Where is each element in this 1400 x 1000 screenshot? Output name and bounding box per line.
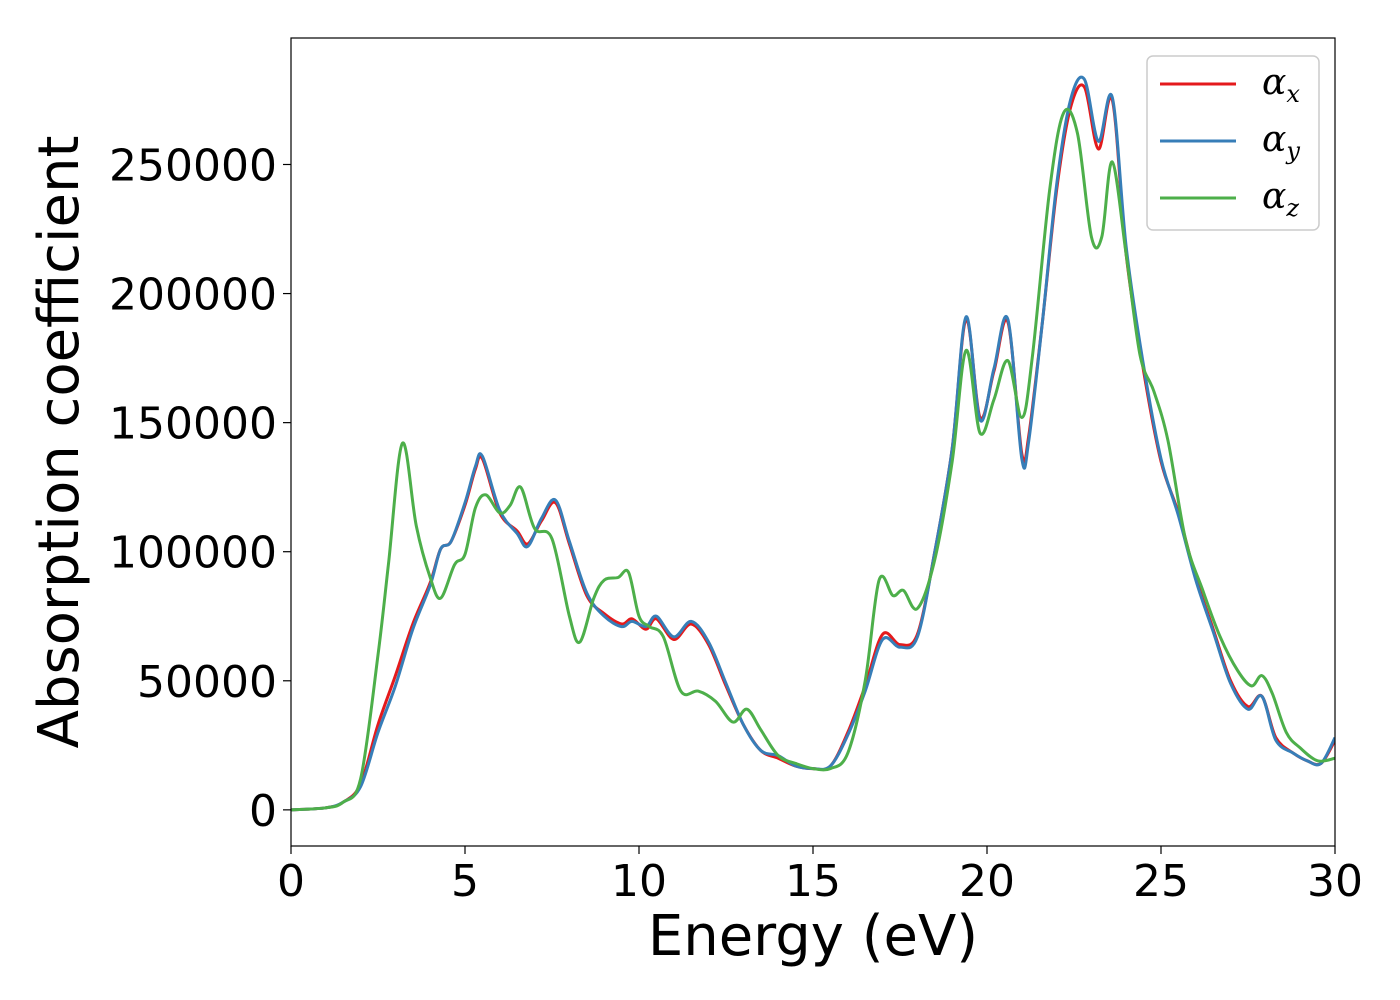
y-tick-label: 200000 <box>109 270 277 321</box>
y-tick-label: 100000 <box>109 528 277 579</box>
y-tick-label: 150000 <box>109 399 277 450</box>
legend-label-y: αy <box>1262 119 1300 165</box>
x-tick-label: 10 <box>611 856 667 907</box>
series-line-z <box>291 107 1335 812</box>
x-axis-label: Energy (eV) <box>648 904 978 969</box>
x-tick-label: 25 <box>1133 856 1189 907</box>
legend-box <box>1146 55 1320 231</box>
x-tick-label: 30 <box>1307 856 1363 907</box>
x-tick-label: 15 <box>785 856 841 907</box>
series-layer <box>291 75 1335 812</box>
y-tick-label: 50000 <box>137 657 277 708</box>
legend-label-x: αx <box>1262 62 1300 108</box>
y-axis-label: Absorption coefficient <box>27 136 92 749</box>
x-axis-ticks: 0 5 10 15 20 25 30 <box>277 846 1363 907</box>
y-axis-ticks: 0 50000 100000 150000 200000 250000 <box>109 140 291 837</box>
legend-label-z: αz <box>1262 176 1299 222</box>
x-tick-label: 0 <box>277 856 305 907</box>
x-tick-label: 5 <box>451 856 479 907</box>
y-tick-label: 0 <box>249 786 277 837</box>
y-tick-label: 250000 <box>109 140 277 191</box>
legend: αx αy αz <box>1146 55 1320 231</box>
x-tick-label: 20 <box>959 856 1015 907</box>
